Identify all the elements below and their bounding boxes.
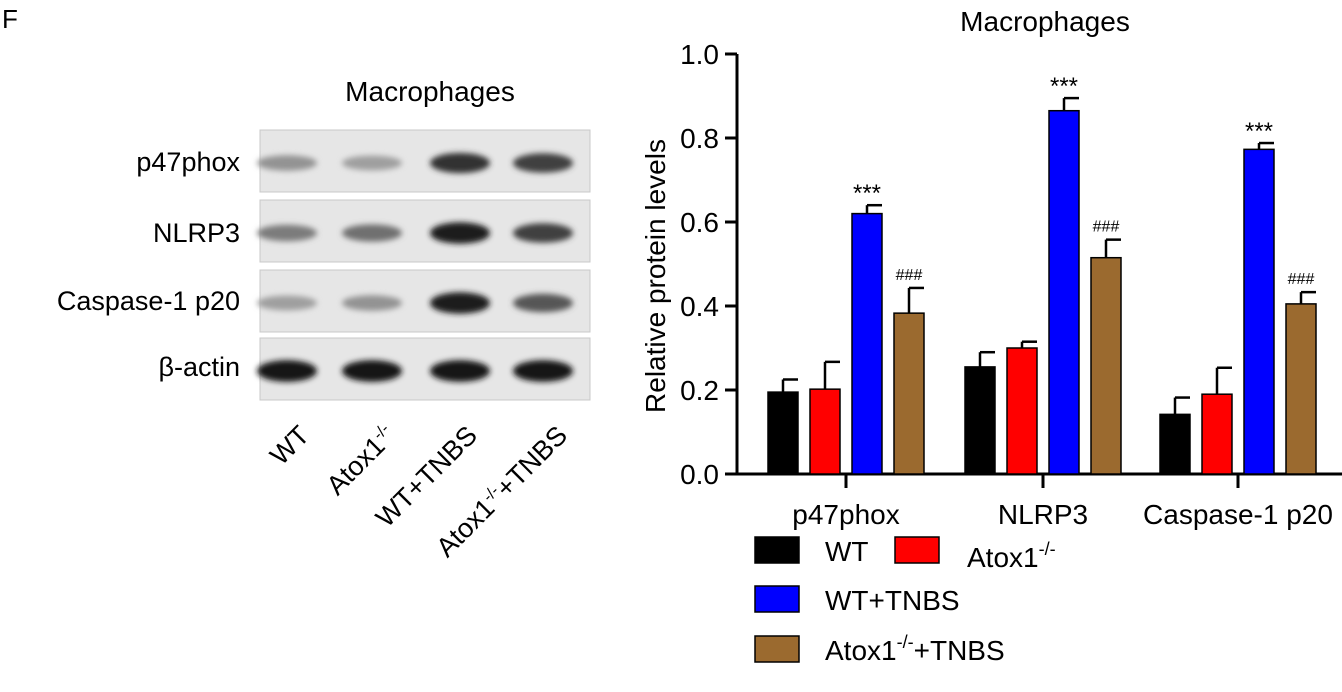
blot-band <box>430 360 490 382</box>
significance-mark: ### <box>1093 219 1120 236</box>
y-tick-label: 0.4 <box>680 291 719 322</box>
bar-nlrp3-atox1 <box>1006 347 1038 475</box>
legend-label: Atox1-/- <box>967 539 1056 573</box>
significance-mark: ### <box>896 267 923 284</box>
blot-panel-caspase-1-p20 <box>257 269 591 333</box>
blot-row-label-caspase: Caspase-1 p20 <box>56 286 240 316</box>
bars: *** ### *** ### *** ### <box>767 73 1317 475</box>
blot-panel-nlrp3 <box>257 199 591 263</box>
panel-letter: F <box>2 4 18 34</box>
blot-band <box>257 224 317 242</box>
legend-swatch <box>754 585 800 613</box>
legend-label: WT <box>825 536 869 567</box>
significance-mark: ### <box>1288 271 1315 288</box>
legend-entry-wt-tnbs: WT+TNBS <box>754 585 960 616</box>
legend-swatch <box>894 536 940 564</box>
blot-row-label-actin: β-actin <box>158 352 240 382</box>
legend-entry-atox1: Atox1-/- <box>894 536 1056 573</box>
blot-band <box>513 293 573 313</box>
y-tick-label: 1.0 <box>680 39 719 70</box>
chart-title: Macrophages <box>960 6 1130 37</box>
bar-caspase-1-p20-atox1 <box>1201 393 1233 475</box>
bar-p47phox-wt-tnbs <box>851 212 883 475</box>
blot-panel-p47phox <box>257 129 591 193</box>
blot-band <box>430 152 490 174</box>
blot-band <box>342 155 402 171</box>
legend-swatch <box>754 635 800 663</box>
legend-entry-wt: WT <box>754 536 869 567</box>
blot-band <box>257 360 317 382</box>
legend-label: WT+TNBS <box>825 585 960 616</box>
blot-band <box>257 155 317 171</box>
western-blot <box>257 129 591 401</box>
bar-caspase-1-p20-atox1-tnbs <box>1285 303 1317 475</box>
significance-mark: *** <box>1050 73 1078 100</box>
legend: WT Atox1-/-WT+TNBS Atox1-/-+TNBS <box>754 536 1056 666</box>
legend-swatch <box>754 536 800 564</box>
y-tick-label: 0.8 <box>680 123 719 154</box>
blot-title: Macrophages <box>345 76 515 107</box>
x-tick-label-nlrp3: NLRP3 <box>998 499 1088 530</box>
bar-caspase-1-p20-wt <box>1159 413 1191 475</box>
bar-p47phox-atox1-tnbs <box>893 312 925 475</box>
bar-chart: Macrophages Relative protein levels 0.00… <box>640 6 1342 666</box>
x-tick-label-caspase-1-p20: Caspase-1 p20 <box>1143 499 1333 530</box>
blot-row-label-nlrp3: NLRP3 <box>152 218 240 248</box>
blot-band <box>513 153 573 173</box>
blot-band <box>513 360 573 382</box>
bar-nlrp3-wt <box>964 366 996 475</box>
significance-mark: *** <box>853 180 881 207</box>
blot-band <box>430 222 490 244</box>
bar-nlrp3-wt-tnbs <box>1048 109 1080 475</box>
bar-caspase-1-p20-wt-tnbs <box>1243 148 1275 475</box>
blot-band <box>342 360 402 382</box>
y-tick-label: 0.0 <box>680 459 719 490</box>
blot-band <box>513 223 573 243</box>
y-tick-label: 0.2 <box>680 375 719 406</box>
bar-p47phox-atox1 <box>809 388 841 475</box>
bar-nlrp3-atox1-tnbs <box>1090 256 1122 475</box>
x-tick-label-p47phox: p47phox <box>792 499 899 530</box>
blot-band <box>257 295 317 311</box>
blot-row-label-p47phox: p47phox <box>136 147 240 177</box>
blot-band <box>342 224 402 242</box>
axes: 0.0 0.2 0.4 0.6 0.8 1.0 p47phox NLRP3 Caspase-1 … <box>680 39 1342 530</box>
legend-label: Atox1-/-+TNBS <box>825 632 1005 666</box>
blot-band <box>342 295 402 311</box>
bar-p47phox-wt <box>767 391 799 475</box>
y-axis-label: Relative protein levels <box>640 139 671 413</box>
blot-band <box>430 292 490 314</box>
y-tick-label: 0.6 <box>680 207 719 238</box>
legend-entry-atox1-tnbs: Atox1-/-+TNBS <box>754 632 1005 666</box>
significance-mark: *** <box>1245 118 1273 145</box>
blot-panel-actin <box>257 337 591 401</box>
